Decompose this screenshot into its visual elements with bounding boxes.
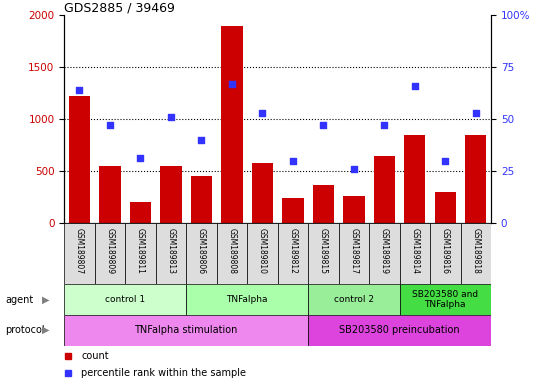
Bar bbox=[191, 176, 212, 223]
Bar bbox=[247, 223, 277, 284]
Bar bbox=[64, 284, 186, 315]
Bar bbox=[430, 223, 460, 284]
Text: GDS2885 / 39469: GDS2885 / 39469 bbox=[64, 1, 175, 14]
Bar bbox=[64, 223, 95, 284]
Text: GSM189814: GSM189814 bbox=[410, 228, 419, 274]
Bar bbox=[339, 223, 369, 284]
Text: GSM189816: GSM189816 bbox=[441, 228, 450, 274]
Text: percentile rank within the sample: percentile rank within the sample bbox=[81, 368, 246, 378]
Point bbox=[105, 122, 114, 128]
Point bbox=[136, 156, 145, 162]
Bar bbox=[64, 315, 308, 346]
Text: GSM189817: GSM189817 bbox=[349, 228, 358, 274]
Point bbox=[472, 110, 480, 116]
Point bbox=[288, 157, 297, 164]
Bar bbox=[374, 156, 395, 223]
Bar bbox=[343, 196, 364, 223]
Bar bbox=[312, 185, 334, 223]
Bar bbox=[308, 315, 491, 346]
Bar bbox=[369, 223, 400, 284]
Point bbox=[410, 83, 419, 89]
Bar bbox=[186, 223, 217, 284]
Text: GSM189819: GSM189819 bbox=[380, 228, 389, 274]
Bar bbox=[129, 202, 151, 223]
Text: GSM189818: GSM189818 bbox=[472, 228, 480, 273]
Point bbox=[228, 81, 237, 87]
Text: protocol: protocol bbox=[6, 325, 45, 335]
Bar bbox=[217, 223, 247, 284]
Text: SB203580 and
TNFalpha: SB203580 and TNFalpha bbox=[412, 290, 478, 309]
Text: GSM189812: GSM189812 bbox=[288, 228, 297, 273]
Bar bbox=[460, 223, 491, 284]
Point bbox=[441, 157, 450, 164]
Point bbox=[380, 122, 389, 128]
Bar bbox=[435, 192, 456, 223]
Bar bbox=[308, 223, 339, 284]
Text: TNFalpha stimulation: TNFalpha stimulation bbox=[134, 325, 238, 335]
Point bbox=[166, 114, 175, 120]
Bar bbox=[160, 166, 181, 223]
Bar bbox=[252, 162, 273, 223]
Bar bbox=[404, 135, 426, 223]
Text: GSM189808: GSM189808 bbox=[227, 228, 237, 274]
Bar bbox=[465, 135, 487, 223]
Text: control 1: control 1 bbox=[105, 295, 145, 304]
Text: GSM189813: GSM189813 bbox=[166, 228, 175, 274]
Text: agent: agent bbox=[6, 295, 34, 305]
Bar bbox=[99, 166, 121, 223]
Bar bbox=[282, 198, 304, 223]
Bar bbox=[400, 284, 491, 315]
Bar bbox=[95, 223, 125, 284]
Text: GSM189810: GSM189810 bbox=[258, 228, 267, 274]
Text: ▶: ▶ bbox=[42, 295, 49, 305]
Text: control 2: control 2 bbox=[334, 295, 374, 304]
Text: GSM189809: GSM189809 bbox=[105, 228, 114, 274]
Point bbox=[197, 137, 206, 143]
Bar bbox=[400, 223, 430, 284]
Bar bbox=[125, 223, 156, 284]
Text: TNFalpha: TNFalpha bbox=[227, 295, 268, 304]
Text: GSM189806: GSM189806 bbox=[197, 228, 206, 274]
Text: SB203580 preincubation: SB203580 preincubation bbox=[339, 325, 460, 335]
Text: GSM189811: GSM189811 bbox=[136, 228, 145, 273]
Bar bbox=[186, 284, 308, 315]
Point bbox=[75, 87, 84, 93]
Bar bbox=[156, 223, 186, 284]
Point bbox=[258, 110, 267, 116]
Bar bbox=[278, 223, 308, 284]
Bar bbox=[308, 284, 400, 315]
Text: count: count bbox=[81, 351, 109, 361]
Text: GSM189807: GSM189807 bbox=[75, 228, 84, 274]
Bar bbox=[221, 26, 243, 223]
Bar bbox=[69, 96, 90, 223]
Text: GSM189815: GSM189815 bbox=[319, 228, 328, 274]
Point bbox=[349, 166, 358, 172]
Point bbox=[319, 122, 328, 128]
Text: ▶: ▶ bbox=[42, 325, 49, 335]
